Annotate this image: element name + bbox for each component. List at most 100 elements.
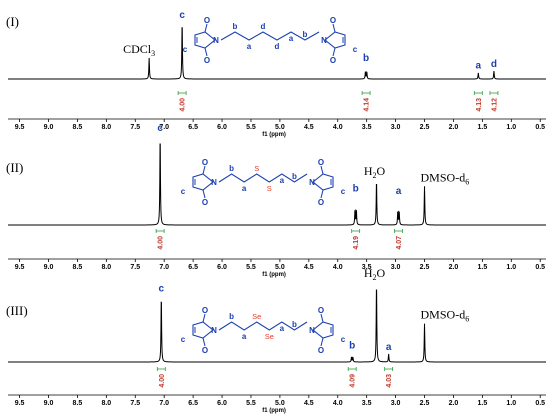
integral-ticks xyxy=(384,367,394,371)
peak-label-c: c xyxy=(159,284,165,295)
x-tick-label: 4.5 xyxy=(304,264,314,271)
x-tick-label: 2.0 xyxy=(449,124,459,131)
integral-value: 4.09 xyxy=(350,374,357,388)
x-tick-label: 3.0 xyxy=(391,264,401,271)
peak-label-h2o: H2O xyxy=(364,266,386,282)
oxygen-atom: O xyxy=(318,306,324,315)
molecule-label-b: b xyxy=(303,30,308,39)
x-tick-label: 7.0 xyxy=(159,400,169,407)
x-tick-label: 9.0 xyxy=(44,264,54,271)
x-tick-label: 1.5 xyxy=(477,124,487,131)
oxygen-atom: O xyxy=(204,16,210,25)
molecule-label-a: a xyxy=(242,332,247,341)
molecule-label-b: b xyxy=(233,22,238,31)
x-tick-label: 7.0 xyxy=(159,124,169,131)
molecule-label-c: c xyxy=(341,187,346,196)
x-tick-label: 8.0 xyxy=(101,124,111,131)
nitrogen-atom: N xyxy=(211,326,217,335)
maleimide-ring xyxy=(192,173,214,191)
oxygen-atom: O xyxy=(318,198,324,207)
oxygen-atom: O xyxy=(330,16,336,25)
peak-label-a: a xyxy=(476,61,482,72)
x-tick-label: 3.5 xyxy=(362,400,372,407)
molecule-label-a: a xyxy=(280,324,285,333)
molecule-label-d: d xyxy=(261,22,266,31)
x-tick-label: 9.5 xyxy=(15,400,25,407)
integral-value: 4.07 xyxy=(396,236,403,250)
integral-value: 4.14 xyxy=(364,98,371,112)
molecule-label-se: Se xyxy=(252,312,261,321)
x-tick-label: 0.5 xyxy=(535,400,545,407)
x-tick-label: 5.5 xyxy=(246,400,256,407)
carbonyl-bond xyxy=(320,337,324,347)
integral-ticks xyxy=(155,229,165,233)
alkyl-chain xyxy=(218,173,308,183)
integral-ticks xyxy=(347,367,357,371)
carbonyl-bond xyxy=(332,47,336,57)
x-tick-label: 3.0 xyxy=(391,400,401,407)
integral-ticks xyxy=(156,367,166,371)
molecule-label-c: c xyxy=(183,45,188,54)
nitrogen-atom: N xyxy=(321,36,327,45)
carbonyl-bond xyxy=(202,337,206,347)
spectrum-trace xyxy=(8,143,546,226)
peak-label-dmso-d6: DMSO-d6 xyxy=(421,170,470,186)
molecule-label-b: b xyxy=(229,312,234,321)
peak-label-c: c xyxy=(157,123,163,134)
integral-region: 4.00 4.19 4.07 xyxy=(155,229,403,250)
oxygen-atom: O xyxy=(202,306,208,315)
molecule-label-b: b xyxy=(292,172,297,181)
x-tick-label: 2.0 xyxy=(449,264,459,271)
integral-ticks xyxy=(361,91,371,95)
peak-label-b: b xyxy=(353,183,359,194)
x-tick-label: 4.5 xyxy=(304,400,314,407)
molecule-label-c: c xyxy=(181,187,186,196)
x-tick-label: 8.5 xyxy=(73,124,83,131)
x-tick-label: 0.5 xyxy=(535,264,545,271)
oxygen-atom: O xyxy=(204,56,210,65)
carbonyl-bond xyxy=(320,189,324,199)
panel-label: (II) xyxy=(6,160,23,175)
nitrogen-atom: N xyxy=(309,178,315,187)
nitrogen-atom: N xyxy=(309,326,315,335)
x-tick-label: 5.5 xyxy=(246,124,256,131)
integral-region: 4.00 4.14 4.13 4.12 xyxy=(177,91,499,112)
x-axis-label: f1 (ppm) xyxy=(262,132,286,138)
x-tick-label: 1.0 xyxy=(506,264,516,271)
x-tick-label: 6.0 xyxy=(217,400,227,407)
molecule-label-c: c xyxy=(341,335,346,344)
carbonyl-bond xyxy=(202,313,206,323)
x-tick-label: 5.0 xyxy=(275,124,285,131)
x-tick-label: 8.5 xyxy=(73,264,83,271)
x-tick-label: 4.5 xyxy=(304,124,314,131)
x-tick-label: 9.0 xyxy=(44,124,54,131)
oxygen-atom: O xyxy=(202,158,208,167)
oxygen-atom: O xyxy=(318,158,324,167)
integral-ticks xyxy=(489,91,499,95)
x-tick-label: 8.0 xyxy=(101,400,111,407)
x-tick-label: 1.5 xyxy=(477,400,487,407)
spectrum-trace xyxy=(8,27,546,80)
molecule-label-s: S xyxy=(254,164,259,173)
nitrogen-atom: N xyxy=(211,178,217,187)
x-tick-label: 3.0 xyxy=(391,124,401,131)
maleimide-ring xyxy=(312,173,334,191)
integral-value: 4.00 xyxy=(158,236,165,250)
x-tick-label: 2.5 xyxy=(420,264,430,271)
carbonyl-bond xyxy=(320,313,324,323)
integral-value: 4.19 xyxy=(353,236,360,250)
x-tick-label: 2.5 xyxy=(420,124,430,131)
spectrum-trace xyxy=(8,289,546,363)
x-axis-label: f1 (ppm) xyxy=(262,272,286,278)
x-tick-label: 1.0 xyxy=(506,400,516,407)
x-tick-label: 0.5 xyxy=(535,124,545,131)
peak-label-cdcl3: CDCl3 xyxy=(123,42,155,58)
x-tick-label: 6.5 xyxy=(188,124,198,131)
panel-label: (III) xyxy=(6,303,28,318)
molecule-label-a: a xyxy=(289,34,294,43)
molecule-label-a: a xyxy=(247,42,252,51)
peak-label-b: b xyxy=(363,53,369,64)
